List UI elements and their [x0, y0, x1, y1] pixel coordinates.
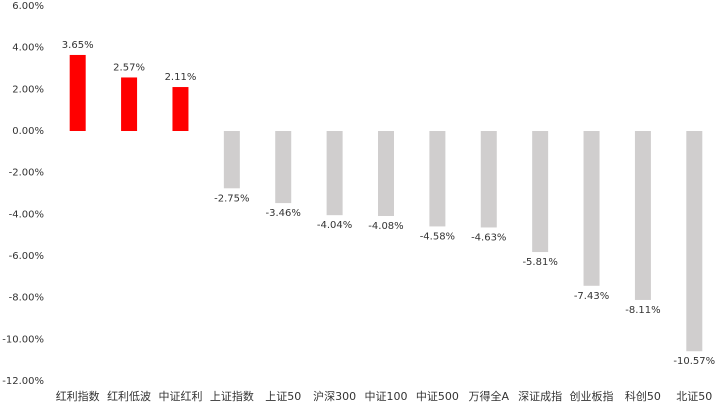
x-tick-label: 上证50 — [265, 390, 301, 403]
value-label: -4.08% — [368, 221, 403, 232]
value-label: -2.75% — [214, 193, 249, 204]
bar — [378, 131, 394, 216]
x-tick-label: 科创50 — [625, 389, 661, 403]
y-tick-label: 6.00% — [12, 1, 44, 12]
bar — [686, 131, 703, 352]
x-tick-label: 中证100 — [365, 390, 408, 403]
value-label: 2.11% — [165, 72, 197, 83]
y-tick-label: -2.00% — [9, 168, 44, 179]
value-label: 2.57% — [113, 62, 145, 73]
x-tick-label: 中证500 — [416, 390, 459, 403]
value-label: -4.58% — [420, 231, 455, 242]
value-label: -3.46% — [266, 208, 301, 219]
y-tick-label: -8.00% — [9, 293, 44, 304]
y-tick-label: -10.00% — [2, 334, 44, 345]
value-label: -4.04% — [317, 220, 352, 231]
bar — [583, 131, 600, 286]
x-tick-label: 中证红利 — [158, 390, 202, 403]
value-label: -10.57% — [673, 356, 715, 367]
value-label: -5.81% — [522, 257, 557, 268]
bar — [223, 131, 240, 189]
bar — [480, 131, 497, 228]
x-tick-label: 沪深300 — [313, 389, 356, 403]
y-tick-label: 0.00% — [12, 126, 44, 137]
value-label: -4.63% — [471, 232, 506, 243]
value-label: 3.65% — [62, 40, 94, 51]
bar — [634, 131, 651, 300]
bar — [326, 131, 343, 216]
y-tick-label: -12.00% — [2, 376, 44, 387]
bar — [532, 131, 549, 253]
value-label: -7.43% — [574, 291, 609, 302]
bar — [275, 131, 292, 204]
bar — [172, 87, 189, 131]
x-tick-label: 红利指数 — [56, 389, 100, 403]
x-tick-label: 上证指数 — [210, 389, 254, 403]
x-tick-label: 万得全A — [469, 389, 510, 403]
bar — [69, 54, 86, 132]
x-tick-label: 深证成指 — [518, 389, 562, 403]
y-tick-label: -6.00% — [9, 251, 44, 262]
x-tick-label: 创业板指 — [570, 389, 614, 403]
bar — [121, 77, 138, 131]
bar — [429, 131, 446, 227]
y-tick-label: -4.00% — [9, 209, 44, 220]
y-tick-label: 2.00% — [12, 84, 44, 95]
value-label: -8.11% — [625, 305, 660, 316]
y-tick-label: 4.00% — [12, 43, 44, 54]
x-tick-label: 北证50 — [676, 390, 712, 403]
x-tick-label: 红利低波 — [107, 390, 151, 403]
